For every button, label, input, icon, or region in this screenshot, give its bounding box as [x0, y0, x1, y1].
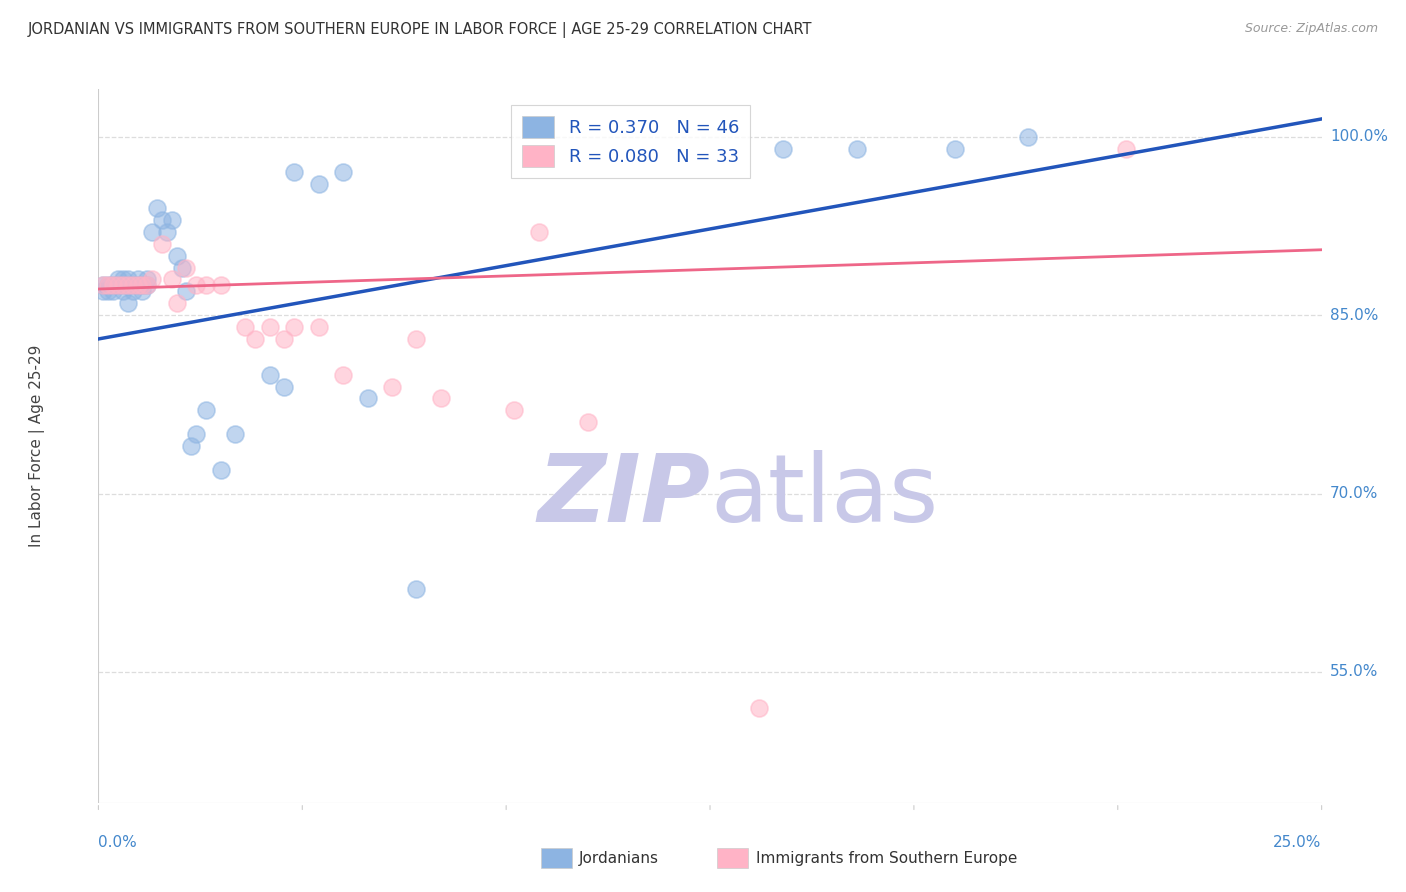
- Point: [141, 272, 163, 286]
- Point: [170, 260, 193, 275]
- Point: [405, 332, 427, 346]
- Point: [111, 278, 134, 293]
- Point: [195, 403, 218, 417]
- Point: [381, 379, 404, 393]
- Point: [127, 272, 149, 286]
- Point: [107, 272, 129, 286]
- Text: ZIP: ZIP: [537, 450, 710, 542]
- Point: [430, 392, 453, 406]
- Point: [259, 368, 281, 382]
- Point: [121, 278, 143, 293]
- Point: [97, 285, 120, 299]
- Text: 55.0%: 55.0%: [1330, 665, 1378, 680]
- Point: [97, 278, 120, 293]
- Text: Source: ZipAtlas.com: Source: ZipAtlas.com: [1244, 22, 1378, 36]
- Point: [308, 178, 330, 192]
- Point: [117, 296, 139, 310]
- Point: [273, 379, 295, 393]
- Point: [186, 278, 208, 293]
- Point: [136, 278, 159, 293]
- Point: [131, 278, 153, 293]
- Point: [356, 392, 378, 406]
- Point: [176, 260, 198, 275]
- Point: [943, 142, 966, 156]
- Point: [127, 278, 149, 293]
- Text: 85.0%: 85.0%: [1330, 308, 1378, 323]
- Point: [259, 320, 281, 334]
- Point: [101, 285, 124, 299]
- Point: [176, 285, 198, 299]
- Point: [748, 700, 770, 714]
- Point: [224, 427, 246, 442]
- Point: [150, 213, 173, 227]
- Point: [91, 278, 114, 293]
- Point: [97, 278, 120, 293]
- Point: [195, 278, 218, 293]
- Point: [405, 582, 427, 596]
- Point: [503, 403, 526, 417]
- Point: [186, 427, 208, 442]
- Point: [136, 278, 159, 293]
- Point: [160, 213, 183, 227]
- Point: [209, 463, 232, 477]
- Point: [131, 278, 153, 293]
- Point: [772, 142, 794, 156]
- Point: [576, 415, 599, 429]
- Point: [101, 278, 124, 293]
- Point: [107, 278, 129, 293]
- Point: [111, 272, 134, 286]
- Point: [332, 165, 354, 179]
- Point: [283, 165, 305, 179]
- Text: 0.0%: 0.0%: [98, 835, 138, 850]
- Point: [166, 296, 188, 310]
- Point: [243, 332, 266, 346]
- Point: [166, 249, 188, 263]
- Point: [117, 272, 139, 286]
- Point: [117, 278, 139, 293]
- Point: [121, 278, 143, 293]
- Point: [160, 272, 183, 286]
- Point: [233, 320, 256, 334]
- Text: Jordanians: Jordanians: [579, 851, 659, 865]
- Point: [283, 320, 305, 334]
- Point: [131, 285, 153, 299]
- Text: 100.0%: 100.0%: [1330, 129, 1388, 145]
- Point: [136, 272, 159, 286]
- Point: [146, 201, 169, 215]
- Point: [332, 368, 354, 382]
- Point: [101, 278, 124, 293]
- Point: [156, 225, 179, 239]
- Point: [127, 278, 149, 293]
- Point: [91, 285, 114, 299]
- Text: 70.0%: 70.0%: [1330, 486, 1378, 501]
- Point: [141, 225, 163, 239]
- Point: [91, 278, 114, 293]
- Point: [308, 320, 330, 334]
- Point: [121, 285, 143, 299]
- Point: [107, 278, 129, 293]
- Point: [111, 278, 134, 293]
- Text: JORDANIAN VS IMMIGRANTS FROM SOUTHERN EUROPE IN LABOR FORCE | AGE 25-29 CORRELAT: JORDANIAN VS IMMIGRANTS FROM SOUTHERN EU…: [28, 22, 813, 38]
- Point: [209, 278, 232, 293]
- Text: atlas: atlas: [710, 450, 938, 542]
- Text: 25.0%: 25.0%: [1274, 835, 1322, 850]
- Text: In Labor Force | Age 25-29: In Labor Force | Age 25-29: [30, 345, 45, 547]
- Point: [111, 285, 134, 299]
- Point: [1115, 142, 1137, 156]
- Point: [527, 225, 550, 239]
- Text: Immigrants from Southern Europe: Immigrants from Southern Europe: [756, 851, 1018, 865]
- Point: [845, 142, 868, 156]
- Point: [150, 236, 173, 251]
- Point: [117, 278, 139, 293]
- Point: [1017, 129, 1039, 144]
- Point: [273, 332, 295, 346]
- Point: [180, 439, 202, 453]
- Legend: R = 0.370   N = 46, R = 0.080   N = 33: R = 0.370 N = 46, R = 0.080 N = 33: [512, 105, 749, 178]
